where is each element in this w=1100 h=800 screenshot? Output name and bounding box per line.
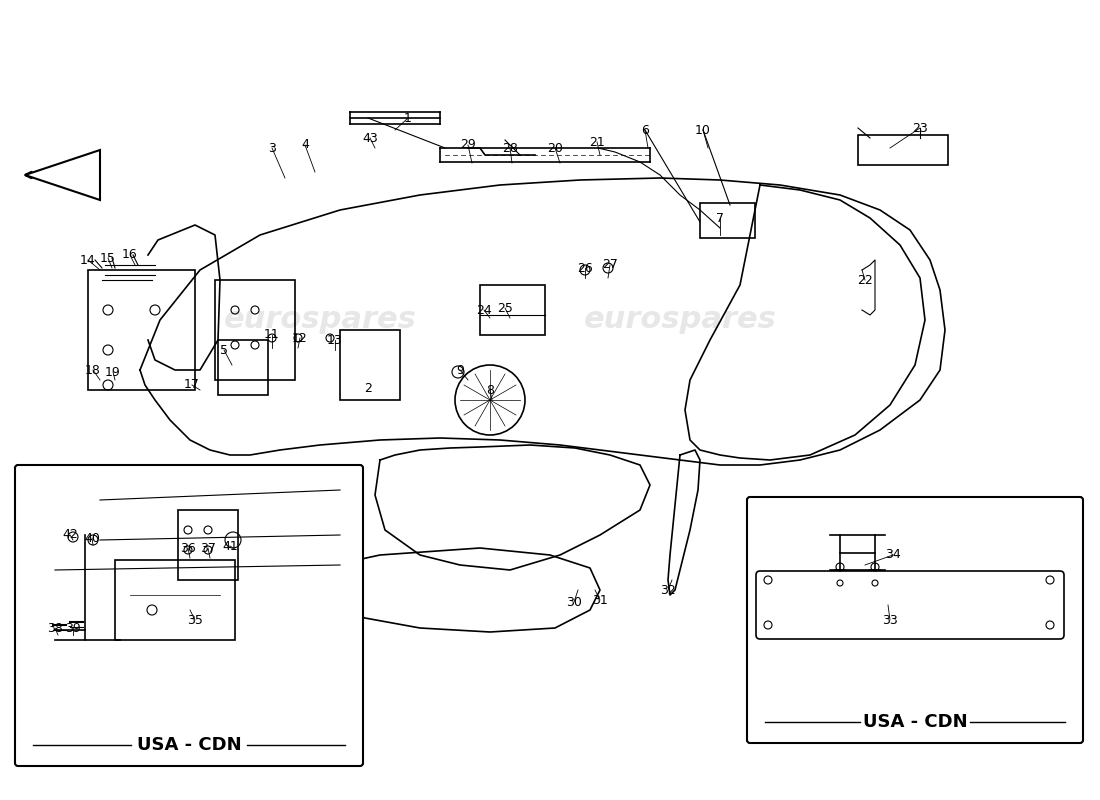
Text: 1: 1 bbox=[404, 111, 411, 125]
Text: 4: 4 bbox=[301, 138, 309, 151]
Text: 32: 32 bbox=[660, 583, 675, 597]
Text: 7: 7 bbox=[716, 211, 724, 225]
FancyBboxPatch shape bbox=[15, 465, 363, 766]
Text: USA - CDN: USA - CDN bbox=[136, 736, 241, 754]
Text: 13: 13 bbox=[327, 334, 343, 346]
Text: 28: 28 bbox=[502, 142, 518, 154]
Text: 24: 24 bbox=[476, 303, 492, 317]
Text: 26: 26 bbox=[578, 262, 593, 274]
Text: 2: 2 bbox=[364, 382, 372, 394]
Text: 27: 27 bbox=[602, 258, 618, 271]
Text: 20: 20 bbox=[547, 142, 563, 154]
Text: 37: 37 bbox=[200, 542, 216, 554]
Text: 41: 41 bbox=[222, 539, 238, 553]
Text: 12: 12 bbox=[293, 331, 308, 345]
Bar bbox=[116, 560, 235, 640]
Text: 42: 42 bbox=[62, 529, 78, 542]
Text: 18: 18 bbox=[85, 363, 101, 377]
Text: 8: 8 bbox=[486, 383, 494, 397]
Text: eurospares: eurospares bbox=[223, 306, 417, 334]
Text: 25: 25 bbox=[497, 302, 513, 314]
Text: USA - CDN: USA - CDN bbox=[862, 713, 967, 731]
Text: 22: 22 bbox=[857, 274, 873, 286]
Text: 17: 17 bbox=[184, 378, 200, 391]
Bar bbox=[88, 270, 195, 390]
Text: 3: 3 bbox=[268, 142, 276, 154]
FancyBboxPatch shape bbox=[747, 497, 1084, 743]
Text: 16: 16 bbox=[122, 249, 138, 262]
Bar bbox=[214, 280, 295, 380]
Text: 11: 11 bbox=[264, 329, 279, 342]
Text: 38: 38 bbox=[47, 622, 63, 634]
Bar bbox=[700, 203, 755, 238]
Text: 14: 14 bbox=[80, 254, 96, 266]
Text: eurospares: eurospares bbox=[584, 306, 777, 334]
Text: 21: 21 bbox=[590, 135, 605, 149]
Text: 5: 5 bbox=[220, 343, 228, 357]
Text: 10: 10 bbox=[695, 123, 711, 137]
Text: 15: 15 bbox=[100, 251, 116, 265]
Text: 9: 9 bbox=[456, 363, 464, 377]
Text: 19: 19 bbox=[106, 366, 121, 378]
Text: 23: 23 bbox=[912, 122, 928, 134]
Text: 35: 35 bbox=[187, 614, 202, 626]
Text: 31: 31 bbox=[592, 594, 608, 606]
Text: 6: 6 bbox=[641, 123, 649, 137]
Text: 39: 39 bbox=[65, 622, 81, 634]
Bar bbox=[178, 510, 238, 580]
Text: 30: 30 bbox=[566, 595, 582, 609]
Text: 33: 33 bbox=[882, 614, 898, 626]
Text: 36: 36 bbox=[180, 542, 196, 554]
Bar bbox=[218, 340, 268, 395]
Bar bbox=[480, 285, 544, 335]
Text: 40: 40 bbox=[84, 531, 100, 545]
Bar bbox=[340, 330, 400, 400]
Text: 29: 29 bbox=[460, 138, 476, 151]
Polygon shape bbox=[25, 150, 100, 200]
Bar bbox=[858, 135, 948, 165]
Text: 34: 34 bbox=[886, 549, 901, 562]
Text: 43: 43 bbox=[362, 131, 378, 145]
